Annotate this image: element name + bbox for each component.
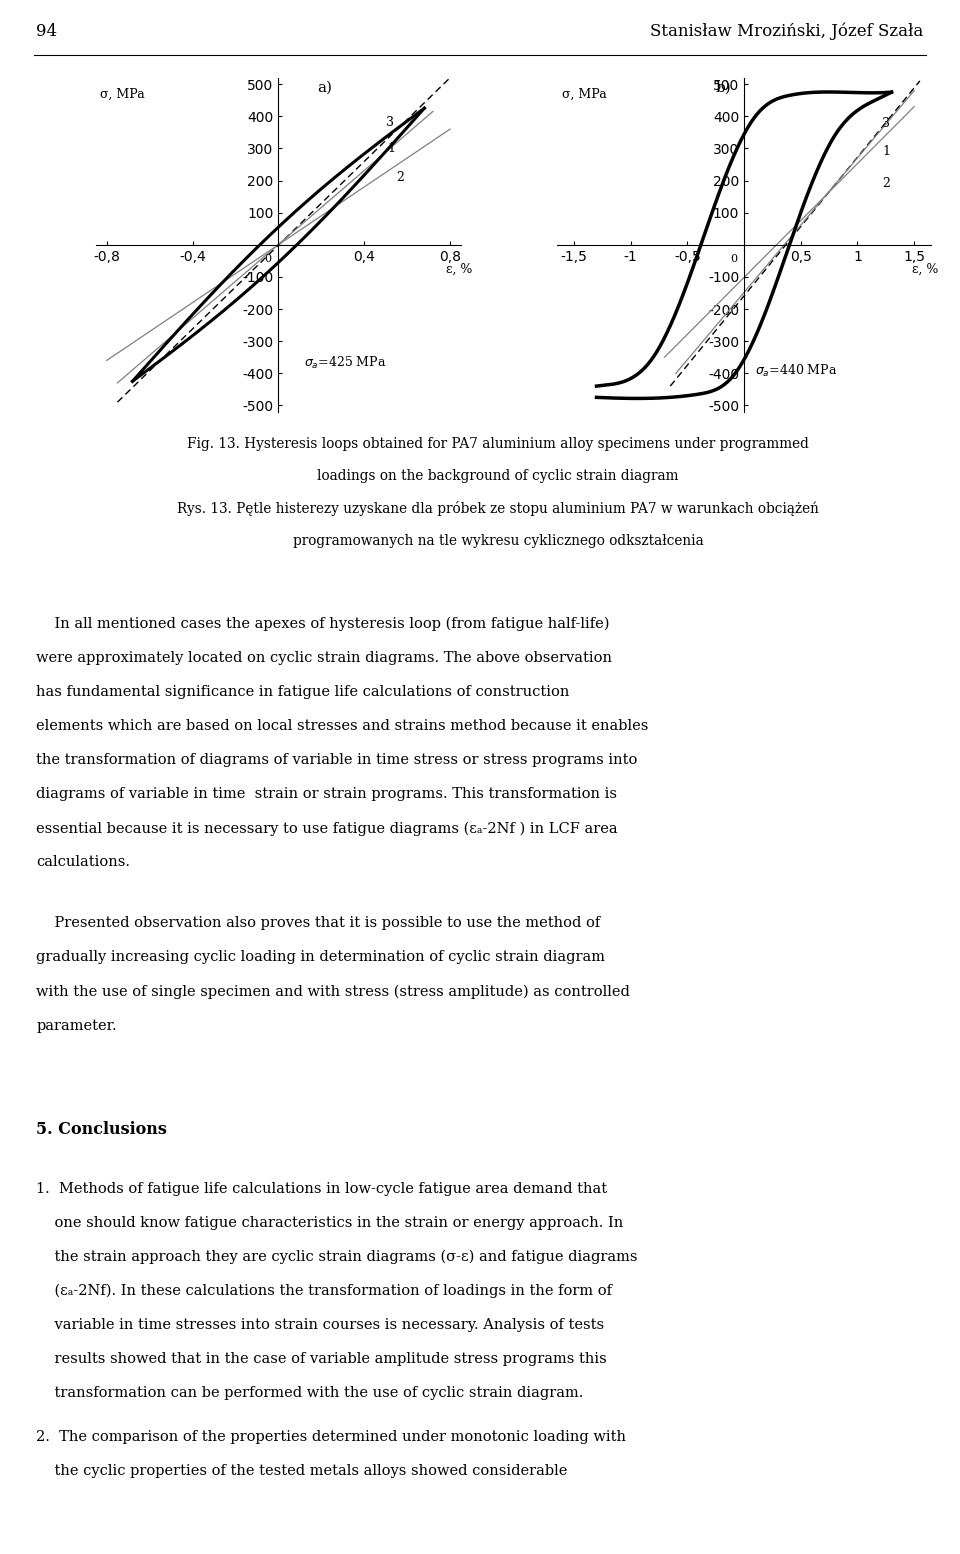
Text: 3: 3 xyxy=(882,118,891,131)
Text: 1: 1 xyxy=(388,141,396,154)
Text: Fig. 13. Hysteresis loops obtained for PA7 aluminium alloy specimens under progr: Fig. 13. Hysteresis loops obtained for P… xyxy=(187,437,809,451)
Text: In all mentioned cases the apexes of hysteresis loop (from fatigue half-life): In all mentioned cases the apexes of hys… xyxy=(36,617,610,631)
Text: loadings on the background of cyclic strain diagram: loadings on the background of cyclic str… xyxy=(318,469,679,483)
Text: variable in time stresses into strain courses is necessary. Analysis of tests: variable in time stresses into strain co… xyxy=(36,1318,605,1332)
Text: Stanisław Mroziński, Józef Szała: Stanisław Mroziński, Józef Szała xyxy=(650,23,924,40)
Text: has fundamental significance in fatigue life calculations of construction: has fundamental significance in fatigue … xyxy=(36,685,570,699)
Text: 94: 94 xyxy=(36,23,58,40)
Text: σ, MPa: σ, MPa xyxy=(100,87,145,101)
Text: ε, %: ε, % xyxy=(912,263,938,275)
Text: 1: 1 xyxy=(882,145,891,159)
Text: diagrams of variable in time  strain or strain programs. This transformation is: diagrams of variable in time strain or s… xyxy=(36,788,617,802)
Text: calculations.: calculations. xyxy=(36,855,131,869)
Text: one should know fatigue characteristics in the strain or energy approach. In: one should know fatigue characteristics … xyxy=(36,1215,624,1229)
Text: 0: 0 xyxy=(264,255,271,264)
Text: $\sigma_a$=440 MPa: $\sigma_a$=440 MPa xyxy=(756,364,838,379)
Text: with the use of single specimen and with stress (stress amplitude) as controlled: with the use of single specimen and with… xyxy=(36,985,631,999)
Text: (εₐ-2Nf). In these calculations the transformation of loadings in the form of: (εₐ-2Nf). In these calculations the tran… xyxy=(36,1284,612,1299)
Text: Presented observation also proves that it is possible to use the method of: Presented observation also proves that i… xyxy=(36,917,601,931)
Text: σ, MPa: σ, MPa xyxy=(563,87,608,101)
Text: gradually increasing cyclic loading in determination of cyclic strain diagram: gradually increasing cyclic loading in d… xyxy=(36,951,606,965)
Text: were approximately located on cyclic strain diagrams. The above observation: were approximately located on cyclic str… xyxy=(36,651,612,665)
Text: 2: 2 xyxy=(882,177,890,190)
Text: parameter.: parameter. xyxy=(36,1018,117,1032)
Text: a): a) xyxy=(317,81,332,95)
Text: programowanych na tle wykresu cyklicznego odkształcenia: programowanych na tle wykresu cykliczneg… xyxy=(293,533,704,547)
Text: transformation can be performed with the use of cyclic strain diagram.: transformation can be performed with the… xyxy=(36,1386,584,1400)
Text: ε, %: ε, % xyxy=(445,263,472,275)
Text: the transformation of diagrams of variable in time stress or stress programs int: the transformation of diagrams of variab… xyxy=(36,754,637,768)
Text: essential because it is necessary to use fatigue diagrams (εₐ-2Nf ) in LCF area: essential because it is necessary to use… xyxy=(36,821,618,836)
Text: 1.  Methods of fatigue life calculations in low-cycle fatigue area demand that: 1. Methods of fatigue life calculations … xyxy=(36,1183,608,1197)
Text: 2: 2 xyxy=(396,171,404,183)
Text: 0: 0 xyxy=(730,255,737,264)
Text: 3: 3 xyxy=(386,117,394,129)
Text: elements which are based on local stresses and strains method because it enables: elements which are based on local stress… xyxy=(36,720,649,733)
Text: Rys. 13. Pętle histerezy uzyskane dla próbek ze stopu aluminium PA7 w warunkach : Rys. 13. Pętle histerezy uzyskane dla pr… xyxy=(178,502,819,516)
Text: the cyclic properties of the tested metals alloys showed considerable: the cyclic properties of the tested meta… xyxy=(36,1464,568,1478)
Text: 2.  The comparison of the properties determined under monotonic loading with: 2. The comparison of the properties dete… xyxy=(36,1430,627,1444)
Text: $\sigma_a$=425 MPa: $\sigma_a$=425 MPa xyxy=(304,354,387,371)
Text: the strain approach they are cyclic strain diagrams (σ-ε) and fatigue diagrams: the strain approach they are cyclic stra… xyxy=(36,1249,638,1265)
Text: results showed that in the case of variable amplitude stress programs this: results showed that in the case of varia… xyxy=(36,1352,608,1366)
Text: b): b) xyxy=(715,81,732,95)
Text: 5. Conclusions: 5. Conclusions xyxy=(36,1120,167,1138)
